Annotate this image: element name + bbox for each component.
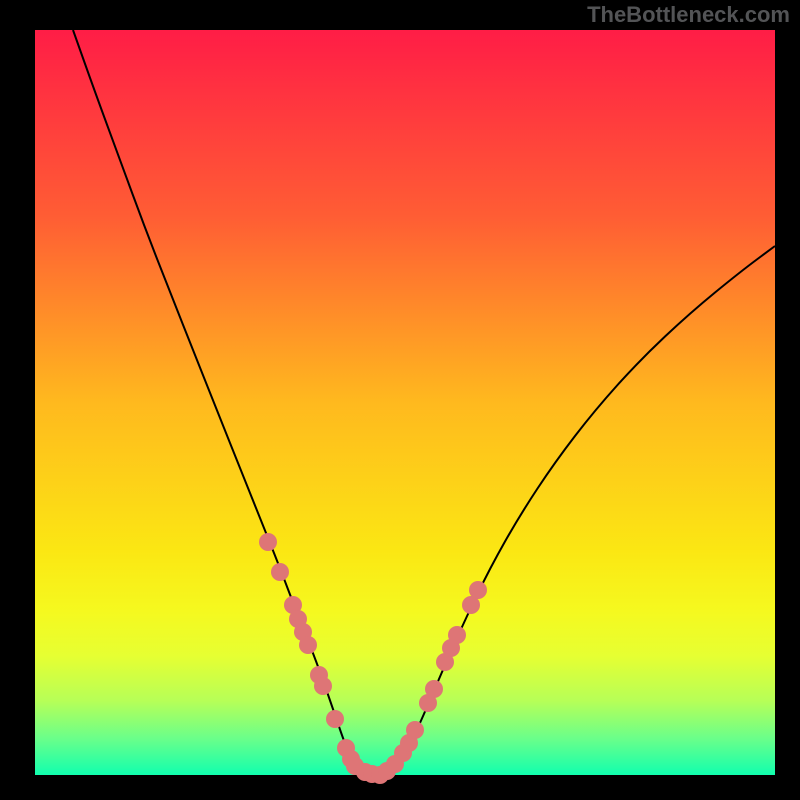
marker-group — [259, 533, 487, 784]
data-marker — [326, 710, 344, 728]
bottleneck-curve-svg — [35, 30, 775, 775]
data-marker — [425, 680, 443, 698]
data-marker — [406, 721, 424, 739]
data-marker — [448, 626, 466, 644]
data-marker — [271, 563, 289, 581]
data-marker — [299, 636, 317, 654]
chart-plot-area — [35, 30, 775, 775]
left-curve — [73, 30, 370, 775]
data-marker — [259, 533, 277, 551]
watermark-text: TheBottleneck.com — [587, 2, 790, 28]
data-marker — [469, 581, 487, 599]
data-marker — [314, 677, 332, 695]
